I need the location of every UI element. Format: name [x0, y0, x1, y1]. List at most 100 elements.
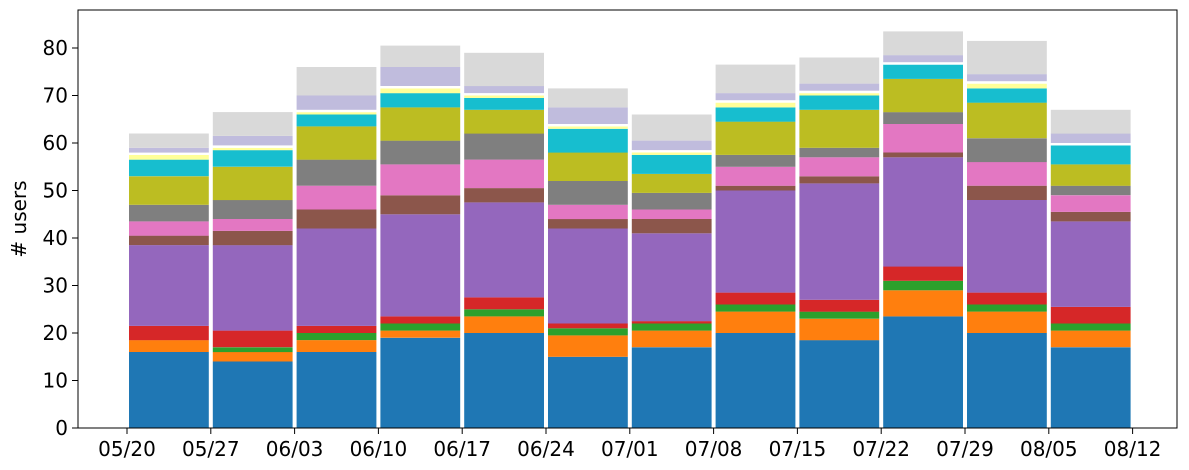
bar-segment-week-0-series-3 [129, 325, 209, 341]
bar-segment-week-5-series-6 [548, 204, 628, 220]
bar-segment-week-7-series-3 [715, 292, 796, 305]
x-tick-label: 06/24 [517, 437, 575, 461]
bar-segment-week-5-series-3 [548, 323, 628, 329]
bar-segment-week-3-series-1 [380, 330, 461, 338]
bar-segment-week-6-series-2 [631, 323, 712, 331]
bar-segment-week-8-series-6 [799, 157, 880, 177]
x-tick-label: 05/27 [182, 437, 240, 461]
bar-segment-week-5-series-7 [548, 181, 628, 205]
bar-segment-week-7-series-7 [715, 154, 796, 167]
x-tick-label: 06/17 [433, 437, 491, 461]
bar-segment-week-10-series-4 [967, 200, 1047, 293]
x-tick-label: 06/03 [266, 437, 324, 461]
bar-segment-week-9-series-13 [883, 31, 963, 56]
bar-segment-week-4-series-9 [464, 97, 544, 110]
bar-segment-week-7-series-2 [715, 304, 796, 312]
bar-segment-week-1-series-13 [212, 112, 293, 136]
bar-segment-week-1-series-0 [212, 361, 293, 428]
bar-segment-week-4-series-5 [464, 188, 544, 203]
bar-segment-week-11-series-1 [1050, 330, 1131, 348]
bar-segment-week-5-series-0 [548, 356, 628, 429]
bar-segment-week-4-series-4 [464, 202, 544, 298]
bar-segment-week-2-series-6 [296, 185, 377, 210]
bar-segment-week-1-series-11 [212, 145, 293, 148]
bar-segment-week-3-series-2 [380, 323, 461, 331]
y-tick-label: 40 [43, 226, 68, 250]
bar-segment-week-2-series-4 [296, 228, 377, 326]
bar-segment-week-6-series-8 [631, 173, 712, 193]
bar-segment-week-6-series-10 [631, 152, 712, 155]
bar-segment-week-1-series-9 [212, 150, 293, 167]
bar-segment-week-9-series-2 [883, 280, 963, 291]
bar-segment-week-8-series-2 [799, 311, 880, 319]
bar-segment-week-5-series-8 [548, 152, 628, 181]
bar-segment-week-7-series-1 [715, 311, 796, 333]
bar-segment-week-3-series-10 [380, 88, 461, 94]
bar-segment-week-5-series-10 [548, 126, 628, 129]
bar-segment-week-6-series-0 [631, 347, 712, 429]
bar-segment-week-11-series-13 [1050, 109, 1131, 134]
bar-segment-week-9-series-5 [883, 152, 963, 158]
bar-segment-week-9-series-8 [883, 78, 963, 113]
bar-segment-week-8-series-0 [799, 340, 880, 428]
y-tick-label: 60 [43, 131, 68, 155]
bar-segment-week-6-series-12 [631, 140, 712, 151]
bar-segment-week-5-series-4 [548, 228, 628, 324]
bar-segment-week-2-series-1 [296, 340, 377, 352]
bar-segment-week-4-series-1 [464, 316, 544, 333]
bar-segment-week-2-series-7 [296, 159, 377, 186]
bar-segment-week-1-series-3 [212, 330, 293, 348]
bar-segment-week-0-series-5 [129, 235, 209, 246]
bar-segment-week-8-series-8 [799, 109, 880, 148]
bar-segment-week-8-series-10 [799, 93, 880, 96]
y-tick-label: 80 [43, 36, 68, 60]
bar-segment-week-11-series-9 [1050, 145, 1131, 165]
bar-segment-week-3-series-8 [380, 107, 461, 141]
y-tick-label: 20 [43, 321, 68, 345]
bar-segment-week-0-series-9 [129, 159, 209, 177]
y-tick-label: 0 [55, 416, 68, 440]
bar-segment-week-7-series-8 [715, 121, 796, 155]
bar-segment-week-2-series-10 [296, 112, 377, 115]
bar-segment-week-0-series-1 [129, 340, 209, 352]
bar-segment-week-10-series-5 [967, 185, 1047, 200]
bar-segment-week-6-series-11 [631, 150, 712, 153]
bars-layer [129, 31, 1131, 429]
bar-segment-week-6-series-7 [631, 192, 712, 210]
bar-segment-week-10-series-3 [967, 292, 1047, 305]
bar-segment-week-5-series-5 [548, 219, 628, 229]
bar-segment-week-4-series-10 [464, 95, 544, 98]
bar-segment-week-9-series-11 [883, 62, 963, 65]
x-tick-label: 08/12 [1104, 437, 1162, 461]
x-tick-label: 07/15 [769, 437, 827, 461]
y-tick-label: 50 [43, 179, 68, 203]
bar-segment-week-10-series-12 [967, 74, 1047, 82]
bar-segment-week-3-series-11 [380, 86, 461, 89]
bar-segment-week-11-series-7 [1050, 185, 1131, 196]
bar-segment-week-11-series-11 [1050, 143, 1131, 146]
bar-segment-week-6-series-4 [631, 233, 712, 322]
bar-segment-week-9-series-9 [883, 64, 963, 79]
bar-segment-week-0-series-10 [129, 154, 209, 160]
bar-segment-week-8-series-11 [799, 90, 880, 94]
bar-segment-week-8-series-5 [799, 176, 880, 184]
bar-segment-week-8-series-9 [799, 95, 880, 110]
bar-segment-week-2-series-8 [296, 126, 377, 160]
plot-frame [77, 9, 1178, 429]
bar-segment-week-11-series-6 [1050, 195, 1131, 212]
bar-segment-week-10-series-10 [967, 83, 1047, 89]
bar-segment-week-4-series-2 [464, 309, 544, 317]
bar-segment-week-3-series-3 [380, 316, 461, 324]
bar-segment-week-0-series-11 [129, 152, 209, 155]
x-tick-label: 08/05 [1020, 437, 1078, 461]
x-tick-label: 07/01 [601, 437, 659, 461]
bar-segment-week-6-series-3 [631, 321, 712, 324]
bar-segment-week-8-series-3 [799, 299, 880, 312]
bar-segment-week-6-series-6 [631, 209, 712, 219]
bar-segment-week-7-series-13 [715, 64, 796, 94]
bar-segment-week-1-series-1 [212, 352, 293, 362]
y-tick-label: 70 [43, 84, 68, 108]
bar-segment-week-4-series-3 [464, 297, 544, 310]
bar-segment-week-11-series-2 [1050, 323, 1131, 331]
